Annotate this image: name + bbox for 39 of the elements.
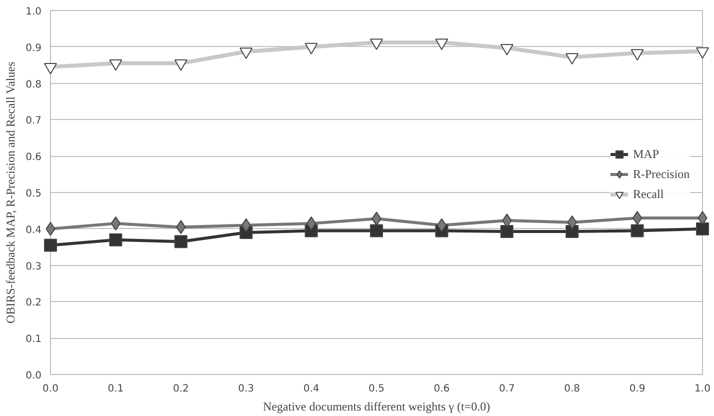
y-tick-label: 0.7: [26, 116, 42, 127]
y-tick-label: 0.0: [26, 370, 42, 382]
point: [630, 224, 644, 238]
x-axis-title: Negative documents different weights γ (t=0.0): [262, 400, 490, 414]
y-tick-label: 0.5: [26, 188, 42, 200]
x-tick-label: 0.3: [238, 384, 254, 394]
y-tick-label: 0.6: [26, 152, 42, 164]
y-tick-label: 0.9: [26, 42, 42, 54]
point: [110, 216, 121, 230]
point: [370, 224, 383, 238]
point: [109, 233, 122, 246]
x-tick-label: 0.5: [368, 384, 384, 394]
point: [44, 238, 57, 252]
y-axis-title: OBIRS-feedback MAP, R-Precision and Recall Values: [4, 61, 18, 324]
y-tick-label: 0.1: [26, 334, 42, 346]
x-tick-label: 0.2: [172, 384, 189, 394]
y-tick-label: 0.3: [26, 261, 42, 272]
legend-label: Recall: [633, 186, 664, 202]
legend-label: R-Precision: [633, 166, 690, 182]
x-tick-label: 0.4: [303, 384, 320, 394]
x-tick-label: 1.0: [694, 384, 710, 394]
x-tick-label: 0.7: [498, 384, 515, 394]
x-tick-label: 0.6: [434, 384, 450, 394]
x-tick-label: 0.1: [108, 384, 124, 394]
point: [174, 235, 188, 248]
x-tick-label: 0.8: [564, 384, 580, 394]
y-tick-label: 0.4: [26, 224, 42, 236]
point: [500, 224, 514, 238]
point: [566, 224, 579, 238]
y-tick-label: 1.0: [26, 6, 42, 18]
point: [632, 210, 642, 225]
legend-label: MAP: [633, 146, 660, 162]
y-tick-label: 0.8: [26, 79, 42, 90]
point: [696, 222, 709, 236]
y-tick-label: 0.2: [26, 298, 42, 309]
x-tick-label: 0.0: [42, 384, 58, 394]
point: [436, 218, 447, 232]
x-tick-label: 0.9: [629, 384, 646, 394]
point: [306, 216, 316, 230]
